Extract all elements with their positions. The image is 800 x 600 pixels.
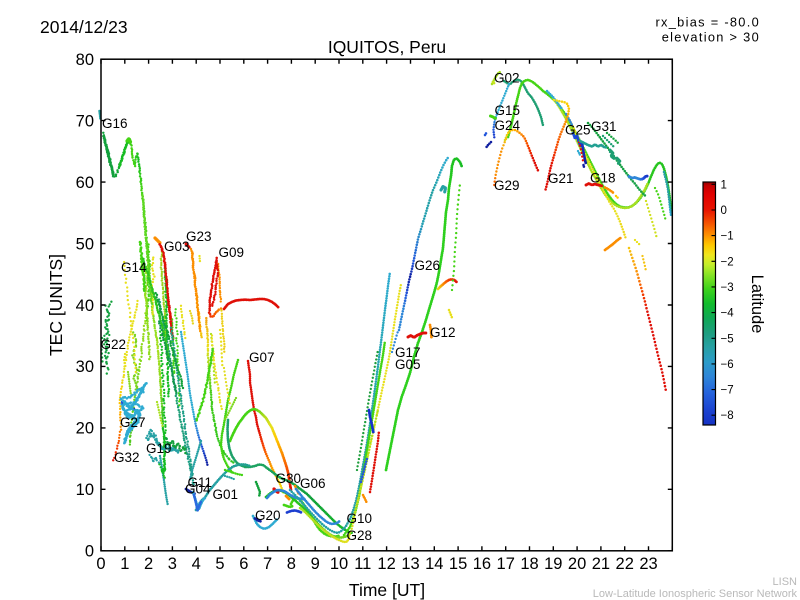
svg-text:G26: G26 (415, 258, 441, 273)
svg-text:8: 8 (287, 555, 296, 573)
svg-text:70: 70 (76, 112, 94, 130)
svg-text:0: 0 (721, 205, 727, 217)
svg-text:21: 21 (592, 555, 610, 573)
svg-text:G05: G05 (395, 357, 421, 372)
svg-text:−8: −8 (721, 410, 734, 422)
svg-text:G01: G01 (213, 487, 239, 502)
svg-text:G19: G19 (146, 441, 172, 456)
svg-text:G27: G27 (120, 415, 146, 430)
svg-text:G16: G16 (102, 116, 128, 131)
svg-text:G14: G14 (121, 260, 147, 275)
svg-text:20: 20 (568, 555, 586, 573)
svg-text:−5: −5 (721, 333, 734, 345)
svg-text:G12: G12 (430, 325, 456, 340)
svg-text:1: 1 (721, 179, 727, 191)
svg-text:G06: G06 (300, 476, 326, 491)
svg-text:13: 13 (401, 555, 419, 573)
svg-text:G09: G09 (219, 245, 245, 260)
svg-text:1: 1 (120, 555, 129, 573)
svg-text:9: 9 (311, 555, 320, 573)
svg-text:G04: G04 (185, 482, 211, 497)
svg-text:20: 20 (76, 420, 94, 438)
svg-text:16: 16 (473, 555, 491, 573)
svg-text:G18: G18 (590, 171, 616, 186)
svg-text:G32: G32 (114, 450, 140, 465)
svg-text:60: 60 (76, 174, 94, 192)
svg-text:Latitude: Latitude (748, 275, 766, 334)
svg-text:G17: G17 (395, 345, 421, 360)
svg-text:Low-Latitude Ionospheric Senso: Low-Latitude Ionospheric Sensor Network (593, 588, 798, 600)
svg-text:G21: G21 (548, 171, 574, 186)
svg-text:22: 22 (616, 555, 634, 573)
svg-text:−7: −7 (721, 385, 734, 397)
svg-text:−2: −2 (721, 256, 734, 268)
svg-text:G30: G30 (276, 471, 302, 486)
svg-text:G22: G22 (101, 337, 127, 352)
svg-text:G07: G07 (249, 350, 275, 365)
svg-text:G03: G03 (164, 239, 190, 254)
svg-text:G31: G31 (591, 119, 617, 134)
svg-text:19: 19 (544, 555, 562, 573)
svg-text:11: 11 (354, 555, 371, 573)
svg-text:12: 12 (377, 555, 395, 573)
svg-text:G28: G28 (347, 528, 373, 543)
svg-text:G02: G02 (494, 71, 520, 86)
svg-text:−1: −1 (721, 231, 734, 243)
svg-text:G24: G24 (495, 118, 521, 133)
svg-text:G25: G25 (565, 123, 591, 138)
svg-text:10: 10 (76, 481, 94, 499)
svg-text:14: 14 (425, 555, 443, 573)
svg-text:LISN: LISN (773, 576, 798, 588)
svg-text:G15: G15 (495, 103, 521, 118)
svg-text:G20: G20 (255, 508, 281, 523)
svg-text:4: 4 (192, 555, 201, 573)
svg-text:17: 17 (497, 555, 515, 573)
svg-text:15: 15 (449, 555, 467, 573)
svg-text:0: 0 (85, 543, 94, 561)
svg-text:3: 3 (168, 555, 177, 573)
svg-text:80: 80 (76, 51, 94, 69)
svg-text:0: 0 (96, 555, 105, 573)
svg-text:5: 5 (215, 555, 224, 573)
svg-text:G10: G10 (347, 511, 373, 526)
svg-text:−3: −3 (721, 282, 734, 294)
svg-text:TEC [UNITS]: TEC [UNITS] (46, 254, 66, 356)
svg-text:2: 2 (144, 555, 153, 573)
svg-text:23: 23 (639, 555, 657, 573)
svg-text:10: 10 (330, 555, 348, 573)
svg-text:rx_bias = -80.0: rx_bias = -80.0 (655, 15, 760, 30)
svg-text:7: 7 (263, 555, 272, 573)
svg-text:G11: G11 (188, 475, 213, 490)
svg-text:Time [UT]: Time [UT] (349, 580, 425, 600)
svg-text:−4: −4 (721, 308, 735, 320)
svg-text:50: 50 (76, 235, 94, 253)
svg-text:G29: G29 (494, 178, 520, 193)
svg-text:elevation > 30: elevation > 30 (662, 30, 760, 45)
svg-text:40: 40 (76, 297, 94, 315)
svg-text:2014/12/23: 2014/12/23 (40, 17, 128, 37)
svg-text:6: 6 (239, 555, 248, 573)
svg-text:18: 18 (520, 555, 538, 573)
svg-text:30: 30 (76, 358, 94, 376)
svg-text:IQUITOS, Peru: IQUITOS, Peru (328, 37, 446, 57)
svg-text:G23: G23 (186, 229, 212, 244)
svg-text:−6: −6 (721, 359, 734, 371)
